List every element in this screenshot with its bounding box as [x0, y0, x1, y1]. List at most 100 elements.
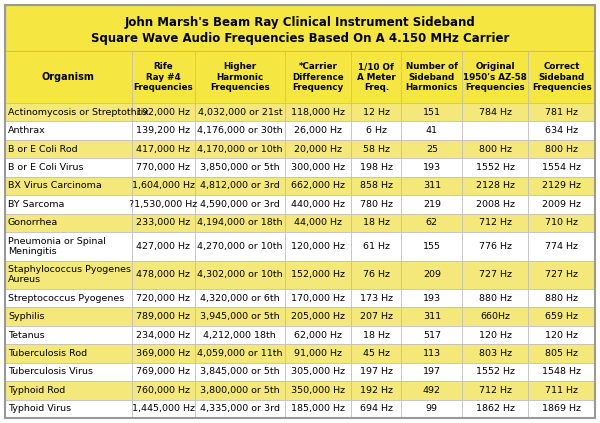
Bar — [132, 363, 195, 381]
Text: 774 Hz: 774 Hz — [545, 242, 578, 251]
Bar — [284, 289, 352, 308]
Text: 4,032,000 or 21st: 4,032,000 or 21st — [197, 108, 282, 117]
Bar — [462, 363, 529, 381]
Text: Higher
Harmonic
Frequencies: Higher Harmonic Frequencies — [210, 62, 269, 92]
Text: 4,212,000 18th: 4,212,000 18th — [203, 331, 276, 340]
Text: 41: 41 — [426, 126, 438, 135]
Bar — [529, 214, 595, 232]
Bar — [132, 344, 195, 363]
Text: Gonorrhea: Gonorrhea — [8, 218, 58, 227]
Bar — [132, 308, 195, 326]
Text: Tetanus: Tetanus — [8, 331, 44, 340]
Text: 12 Hz: 12 Hz — [363, 108, 390, 117]
Bar — [352, 308, 401, 326]
Text: 45 Hz: 45 Hz — [363, 349, 390, 358]
Text: 800 Hz: 800 Hz — [545, 145, 578, 154]
Text: 2128 Hz: 2128 Hz — [476, 181, 515, 190]
Text: B or E Coli Virus: B or E Coli Virus — [8, 163, 83, 172]
Text: 727 Hz: 727 Hz — [545, 270, 578, 279]
Text: 800 Hz: 800 Hz — [479, 145, 512, 154]
Bar — [195, 158, 284, 177]
Bar — [284, 344, 352, 363]
Text: 440,000 Hz: 440,000 Hz — [291, 200, 345, 209]
Text: 197: 197 — [423, 368, 441, 376]
Bar — [132, 121, 195, 140]
Text: Streptococcus Pyogenes: Streptococcus Pyogenes — [8, 294, 124, 303]
Text: 780 Hz: 780 Hz — [360, 200, 393, 209]
Bar — [5, 261, 132, 289]
Text: 4,335,000 or 3rd: 4,335,000 or 3rd — [200, 404, 280, 413]
Bar — [462, 214, 529, 232]
Bar — [529, 232, 595, 261]
Text: 91,000 Hz: 91,000 Hz — [294, 349, 342, 358]
Bar — [5, 140, 132, 158]
Text: BX Virus Carcinoma: BX Virus Carcinoma — [8, 181, 102, 190]
Text: 192,000 Hz: 192,000 Hz — [136, 108, 190, 117]
Text: Staphylococcus Pyogenes
Aureus: Staphylococcus Pyogenes Aureus — [8, 265, 131, 285]
Text: 3,800,000 or 5th: 3,800,000 or 5th — [200, 386, 280, 395]
Bar — [5, 400, 132, 418]
Text: 120 Hz: 120 Hz — [479, 331, 512, 340]
Text: 769,000 Hz: 769,000 Hz — [136, 368, 190, 376]
Text: 62,000 Hz: 62,000 Hz — [294, 331, 342, 340]
Text: 4,059,000 or 11th: 4,059,000 or 11th — [197, 349, 283, 358]
Text: 712 Hz: 712 Hz — [479, 386, 512, 395]
Bar — [132, 177, 195, 195]
Text: 25: 25 — [426, 145, 438, 154]
Text: 4,320,000 or 6th: 4,320,000 or 6th — [200, 294, 280, 303]
Bar — [529, 381, 595, 400]
Bar — [352, 195, 401, 214]
Text: 880 Hz: 880 Hz — [479, 294, 512, 303]
Bar — [529, 51, 595, 103]
Bar — [462, 261, 529, 289]
Bar — [132, 289, 195, 308]
Bar — [5, 51, 132, 103]
Text: 120,000 Hz: 120,000 Hz — [291, 242, 345, 251]
Text: BY Sarcoma: BY Sarcoma — [8, 200, 64, 209]
Bar — [284, 308, 352, 326]
Text: 58 Hz: 58 Hz — [363, 145, 390, 154]
Bar — [352, 158, 401, 177]
Text: 118,000 Hz: 118,000 Hz — [291, 108, 345, 117]
Bar — [462, 308, 529, 326]
Text: 18 Hz: 18 Hz — [363, 218, 390, 227]
Text: 634 Hz: 634 Hz — [545, 126, 578, 135]
Text: 727 Hz: 727 Hz — [479, 270, 512, 279]
Text: 44,000 Hz: 44,000 Hz — [294, 218, 342, 227]
Text: 139,200 Hz: 139,200 Hz — [136, 126, 190, 135]
Bar — [195, 177, 284, 195]
Text: 1554 Hz: 1554 Hz — [542, 163, 581, 172]
Bar — [401, 289, 462, 308]
Bar — [195, 400, 284, 418]
Text: Number of
Sideband
Harmonics: Number of Sideband Harmonics — [406, 62, 458, 92]
Text: 20,000 Hz: 20,000 Hz — [294, 145, 342, 154]
Bar — [195, 308, 284, 326]
Bar — [529, 308, 595, 326]
Bar — [401, 140, 462, 158]
Text: 300,000 Hz: 300,000 Hz — [291, 163, 345, 172]
Bar — [5, 289, 132, 308]
Bar — [352, 214, 401, 232]
Bar — [462, 158, 529, 177]
Bar — [352, 140, 401, 158]
Bar — [401, 261, 462, 289]
Bar — [529, 195, 595, 214]
Text: 4,170,000 or 10th: 4,170,000 or 10th — [197, 145, 283, 154]
Bar — [401, 103, 462, 121]
Bar — [401, 344, 462, 363]
Text: 193: 193 — [423, 163, 441, 172]
Bar — [401, 121, 462, 140]
Text: 770,000 Hz: 770,000 Hz — [136, 163, 190, 172]
Bar — [462, 103, 529, 121]
Text: 492: 492 — [423, 386, 441, 395]
Text: 76 Hz: 76 Hz — [363, 270, 390, 279]
Bar — [462, 51, 529, 103]
Text: 2129 Hz: 2129 Hz — [542, 181, 581, 190]
Bar — [529, 344, 595, 363]
Bar — [401, 195, 462, 214]
Bar — [284, 381, 352, 400]
Text: 3,945,000 or 5th: 3,945,000 or 5th — [200, 312, 280, 321]
Bar — [195, 261, 284, 289]
Bar — [284, 232, 352, 261]
Bar — [462, 400, 529, 418]
